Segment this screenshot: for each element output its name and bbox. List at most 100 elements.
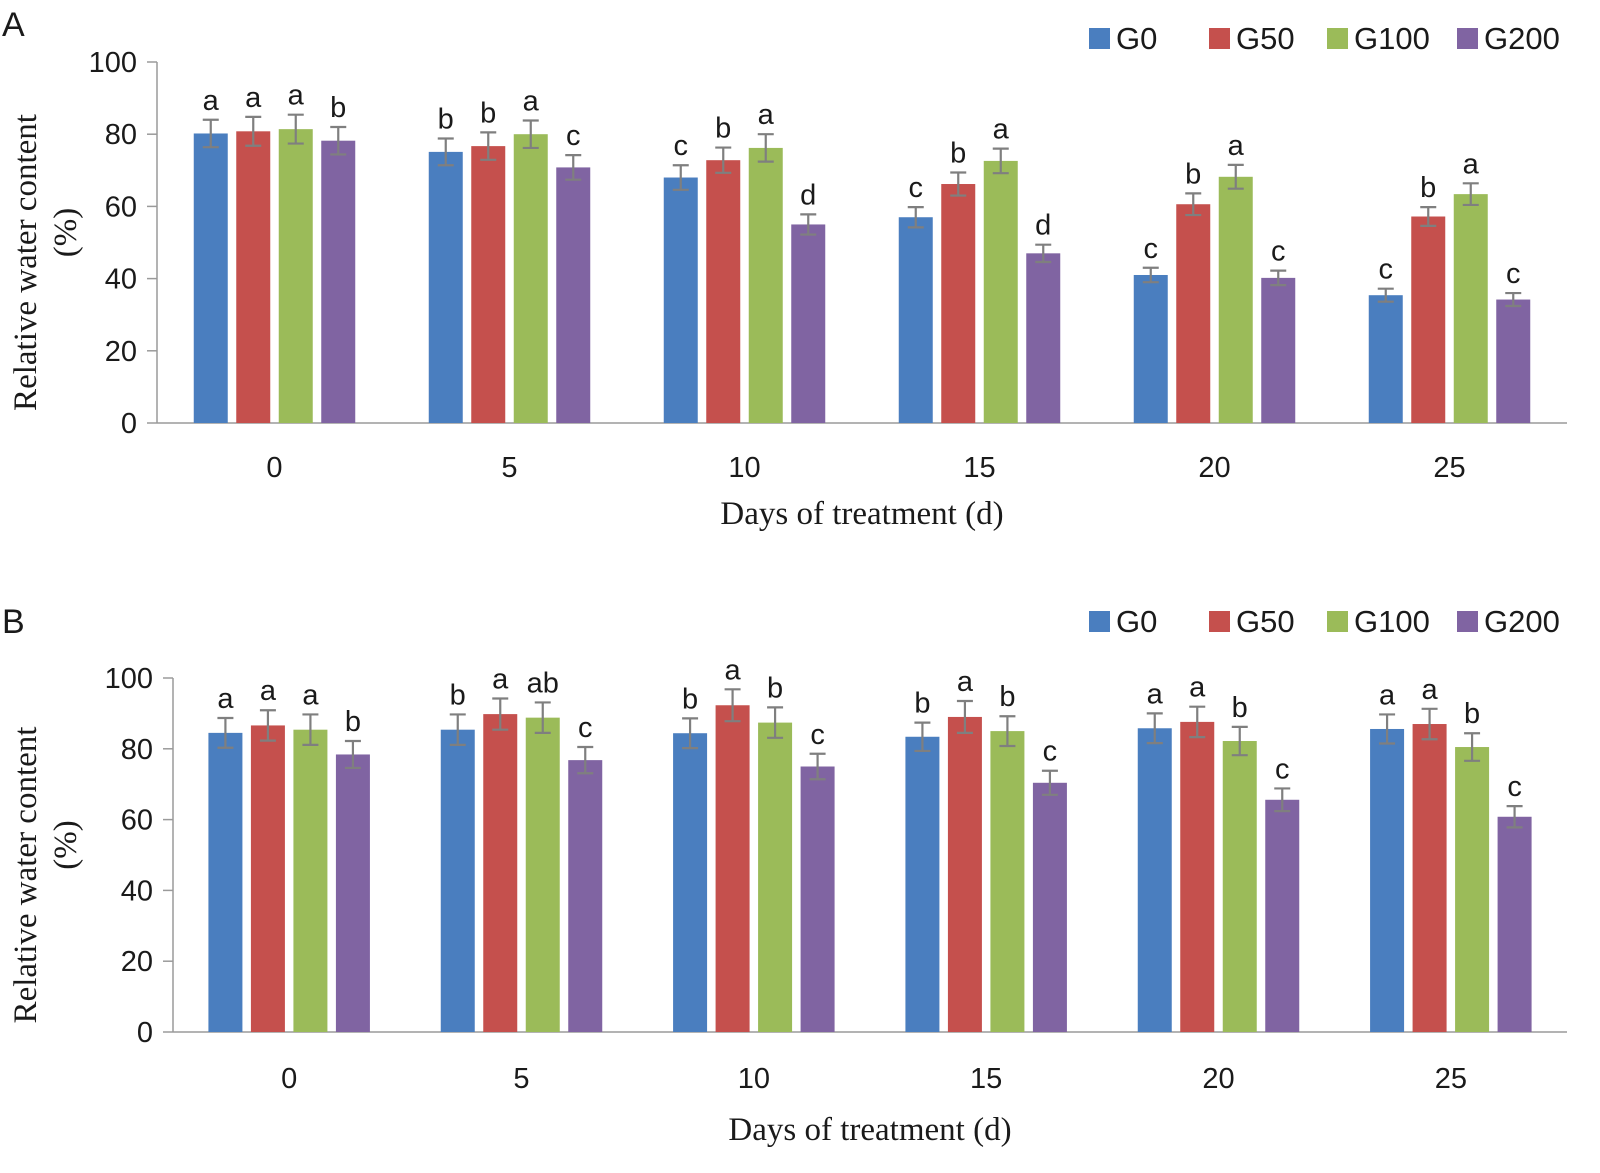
bar-g200-day-10 — [791, 224, 826, 423]
legend-label-g100: G100 — [1354, 21, 1430, 56]
x-tick-label: 0 — [266, 452, 282, 484]
significance-label: c — [909, 172, 924, 204]
legend-swatch-g100 — [1327, 611, 1348, 632]
bar-g100-day-25 — [1455, 747, 1490, 1032]
significance-label: a — [1228, 130, 1245, 162]
significance-label: a — [957, 666, 974, 698]
legend-label-g50: G50 — [1236, 21, 1295, 56]
x-tick-label: 20 — [1198, 452, 1230, 484]
significance-label: d — [1035, 210, 1051, 242]
bar-g200-day-10 — [800, 766, 835, 1032]
x-axis-label: Days of treatment (d) — [728, 1112, 1011, 1148]
significance-label: c — [1144, 233, 1159, 265]
significance-label: b — [345, 706, 361, 738]
bar-g0-day-10 — [663, 177, 698, 423]
legend-swatch-g100 — [1327, 28, 1348, 49]
bar-g0-day-10 — [673, 733, 708, 1032]
significance-label: b — [914, 688, 930, 720]
significance-label: b — [1464, 698, 1480, 730]
bar-g0-day-25 — [1370, 728, 1405, 1032]
significance-label: a — [1189, 672, 1206, 704]
bar-g200-day-15 — [1032, 782, 1067, 1032]
significance-label: b — [1420, 172, 1436, 204]
legend-swatch-g0 — [1089, 611, 1110, 632]
legend-label-g0: G0 — [1116, 21, 1157, 56]
legend-swatch-g50 — [1209, 611, 1230, 632]
significance-label: c — [1379, 254, 1394, 286]
significance-label: a — [1379, 679, 1396, 711]
significance-label: d — [800, 179, 816, 211]
significance-label: a — [758, 99, 775, 131]
significance-label: c — [1275, 753, 1290, 785]
bar-g0-day-5 — [428, 151, 463, 423]
legend-label-g0: G0 — [1116, 604, 1157, 639]
significance-label: b — [767, 672, 783, 704]
y-axis-label: Relative water content — [8, 727, 44, 1024]
y-tick-label: 60 — [105, 191, 137, 223]
bar-g100-day-5 — [525, 717, 560, 1032]
significance-label: b — [480, 97, 496, 129]
y-tick-label: 80 — [121, 734, 153, 766]
significance-label: a — [217, 683, 234, 715]
significance-label: c — [1506, 258, 1521, 290]
x-axis-label: Days of treatment (d) — [720, 496, 1003, 532]
bar-g100-day-20 — [1218, 176, 1253, 423]
significance-label: ab — [527, 667, 559, 699]
bar-g50-day-20 — [1180, 721, 1215, 1032]
bar-g0-day-20 — [1133, 274, 1168, 423]
significance-label: b — [999, 681, 1015, 713]
bar-g200-day-20 — [1261, 277, 1296, 423]
bar-g200-day-5 — [556, 167, 591, 423]
bar-g200-day-0 — [321, 140, 356, 423]
bar-g50-day-25 — [1412, 724, 1447, 1032]
bar-g100-day-15 — [990, 731, 1025, 1032]
y-tick-label: 80 — [105, 119, 137, 151]
significance-label: a — [203, 85, 220, 117]
significance-label: a — [288, 80, 305, 112]
y-tick-label: 20 — [121, 946, 153, 978]
bar-g0-day-15 — [898, 217, 933, 423]
bar-g50-day-15 — [941, 184, 976, 423]
y-tick-label: 0 — [137, 1017, 153, 1049]
bar-g0-day-0 — [193, 133, 228, 423]
significance-label: a — [302, 679, 319, 711]
significance-label: a — [725, 654, 742, 686]
bar-g50-day-15 — [947, 716, 982, 1032]
significance-label: b — [438, 104, 454, 136]
bar-g200-day-5 — [568, 760, 603, 1032]
panel-label: A — [2, 6, 25, 44]
significance-label: c — [1043, 736, 1058, 768]
x-tick-label: 25 — [1435, 1063, 1467, 1095]
legend-label-g200: G200 — [1484, 604, 1560, 639]
significance-label: b — [450, 679, 466, 711]
significance-label: b — [1232, 692, 1248, 724]
legend-label-g100: G100 — [1354, 604, 1430, 639]
bar-g50-day-0 — [250, 725, 285, 1032]
bar-g100-day-0 — [293, 729, 328, 1032]
bar-g50-day-0 — [236, 131, 271, 423]
significance-label: b — [1185, 158, 1201, 190]
legend-label-g200: G200 — [1484, 21, 1560, 56]
y-tick-label: 20 — [105, 336, 137, 368]
bar-g100-day-10 — [748, 147, 783, 423]
y-tick-label: 40 — [105, 264, 137, 296]
y-tick-label: 100 — [89, 47, 137, 79]
significance-label: a — [523, 85, 540, 117]
x-tick-label: 15 — [963, 452, 995, 484]
bar-g50-day-20 — [1176, 204, 1211, 423]
significance-label: c — [1271, 236, 1286, 268]
x-tick-label: 25 — [1433, 452, 1465, 484]
significance-label: b — [715, 113, 731, 145]
bar-g200-day-25 — [1497, 816, 1532, 1032]
bar-g200-day-25 — [1496, 299, 1531, 423]
x-tick-label: 0 — [281, 1063, 297, 1095]
significance-label: c — [566, 120, 581, 152]
bar-g50-day-10 — [715, 705, 750, 1032]
panel-label: B — [2, 603, 25, 641]
x-tick-label: 20 — [1202, 1063, 1234, 1095]
bar-g50-day-5 — [471, 146, 506, 423]
legend-swatch-g50 — [1209, 28, 1230, 49]
